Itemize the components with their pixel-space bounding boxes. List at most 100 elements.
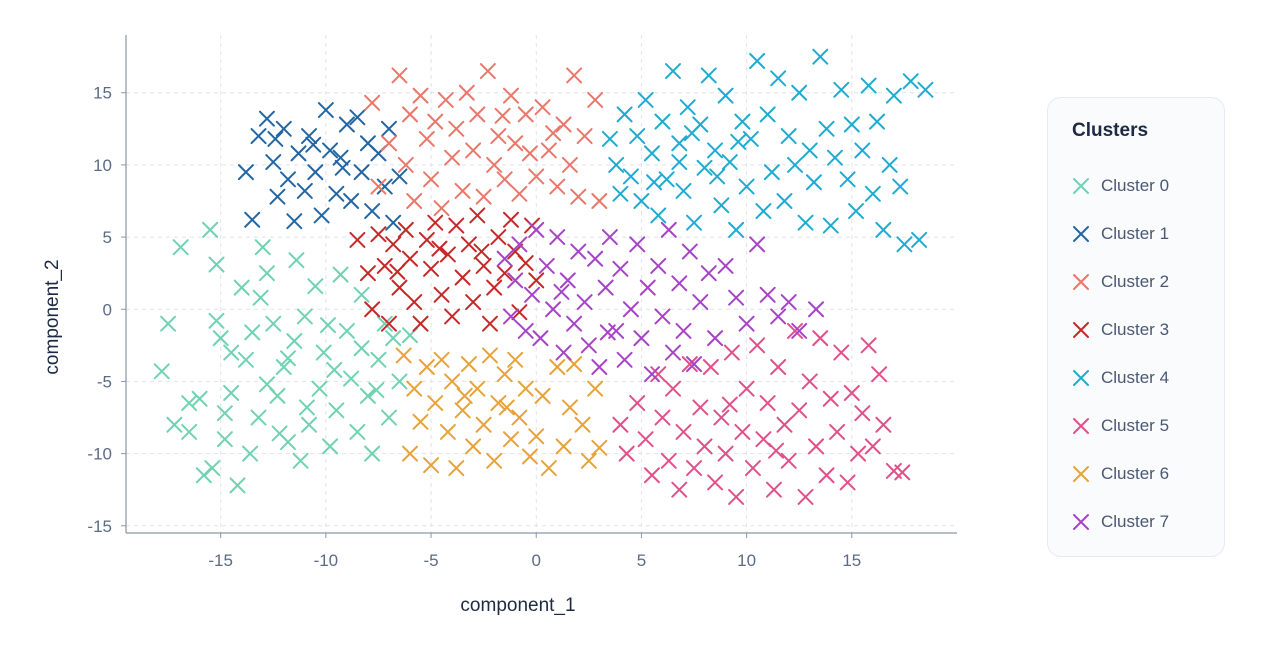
data-point xyxy=(486,156,503,173)
legend-item[interactable]: Cluster 6 xyxy=(1072,450,1224,498)
data-point xyxy=(717,445,734,462)
data-point xyxy=(307,278,324,295)
data-point xyxy=(448,120,465,137)
data-point xyxy=(437,91,454,108)
data-point xyxy=(643,467,660,484)
legend-item[interactable]: Cluster 4 xyxy=(1072,354,1224,402)
data-point xyxy=(397,156,414,173)
data-point xyxy=(267,130,284,147)
data-point xyxy=(818,120,835,137)
data-point xyxy=(549,178,566,195)
data-point xyxy=(555,438,572,455)
data-point xyxy=(780,128,797,145)
data-point xyxy=(343,370,360,387)
y-axis-title: component_2 xyxy=(42,259,63,374)
data-point xyxy=(507,272,524,289)
legend-item[interactable]: Cluster 0 xyxy=(1072,162,1224,210)
data-point xyxy=(486,452,503,469)
data-point xyxy=(496,265,513,282)
data-point xyxy=(664,63,681,80)
legend-item[interactable]: Cluster 1 xyxy=(1072,210,1224,258)
data-point xyxy=(364,94,381,111)
data-point xyxy=(805,174,822,191)
data-point xyxy=(481,315,498,332)
data-point xyxy=(681,243,698,260)
data-point xyxy=(660,452,677,469)
data-point xyxy=(765,481,782,498)
y-tick-label: -5 xyxy=(97,372,112,391)
legend-item[interactable]: Cluster 3 xyxy=(1072,306,1224,354)
data-point xyxy=(574,416,591,433)
data-point xyxy=(385,214,402,231)
data-point xyxy=(349,109,366,126)
data-point xyxy=(521,448,538,465)
data-point xyxy=(597,279,614,296)
data-point xyxy=(313,207,330,224)
data-point xyxy=(728,488,745,505)
legend-label: Cluster 3 xyxy=(1101,320,1170,339)
data-point xyxy=(166,416,183,433)
data-point xyxy=(406,380,423,397)
data-point xyxy=(353,340,370,357)
data-point xyxy=(305,136,322,153)
data-point xyxy=(380,135,397,152)
axes xyxy=(121,35,957,538)
data-point xyxy=(734,423,751,440)
data-point xyxy=(486,279,503,296)
data-point xyxy=(902,73,919,90)
data-point xyxy=(511,304,528,321)
grid xyxy=(126,35,957,533)
data-point xyxy=(465,294,482,311)
data-point xyxy=(787,322,804,339)
data-point xyxy=(770,70,787,87)
data-point xyxy=(244,324,261,341)
data-point xyxy=(885,87,902,104)
data-point xyxy=(738,315,755,332)
data-point xyxy=(391,67,408,84)
data-point xyxy=(191,390,208,407)
data-point xyxy=(854,405,871,422)
data-point xyxy=(343,193,360,209)
data-point xyxy=(826,149,843,166)
data-point xyxy=(490,229,507,246)
legend-item[interactable]: Cluster 2 xyxy=(1072,258,1224,306)
data-point xyxy=(301,128,318,145)
data-point xyxy=(433,351,450,368)
data-point xyxy=(854,142,871,159)
data-point xyxy=(502,87,519,104)
data-point xyxy=(364,445,381,462)
data-point xyxy=(875,221,892,238)
data-point xyxy=(686,214,703,231)
data-point xyxy=(643,145,660,162)
data-point xyxy=(717,257,734,274)
data-point xyxy=(675,182,692,199)
data-point xyxy=(334,159,351,176)
data-point xyxy=(475,188,492,205)
legend-item[interactable]: Cluster 5 xyxy=(1072,402,1224,450)
legend-item[interactable]: Cluster 7 xyxy=(1072,498,1224,546)
data-point xyxy=(208,256,225,273)
data-point xyxy=(570,188,587,205)
data-point xyxy=(808,301,825,318)
data-point xyxy=(223,344,240,361)
x-tick-label: 5 xyxy=(637,551,646,570)
data-point xyxy=(172,239,189,256)
data-point xyxy=(864,185,881,202)
data-point xyxy=(338,322,355,339)
data-point xyxy=(850,445,867,462)
data-point xyxy=(660,221,677,238)
y-tick-label: 0 xyxy=(103,300,112,319)
data-point xyxy=(881,156,898,173)
data-point xyxy=(502,308,519,325)
data-point xyxy=(545,301,562,318)
data-point xyxy=(391,168,408,185)
data-point xyxy=(566,315,583,332)
data-point xyxy=(587,380,604,397)
data-point xyxy=(528,168,545,185)
data-point xyxy=(412,413,429,430)
data-point xyxy=(412,315,429,332)
data-point xyxy=(797,214,814,231)
data-point xyxy=(385,236,402,253)
data-point xyxy=(738,178,755,195)
data-point xyxy=(717,87,734,104)
